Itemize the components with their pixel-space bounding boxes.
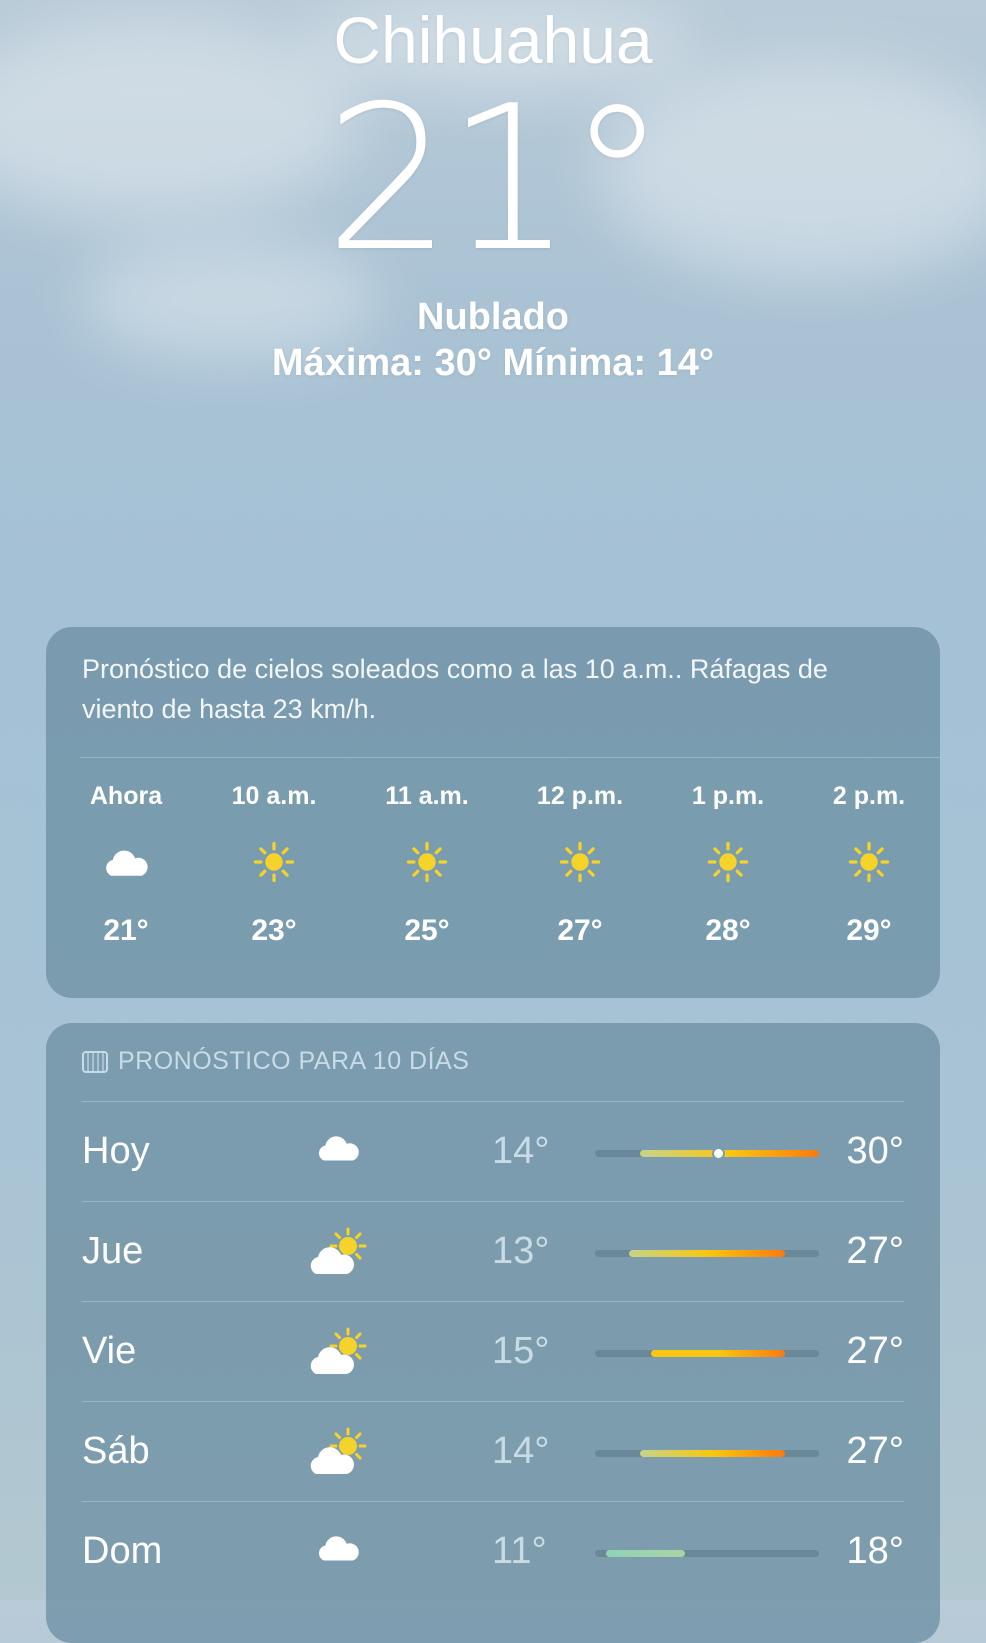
temp-range-fill bbox=[639, 1450, 786, 1457]
hour-label: 11 a.m. bbox=[385, 782, 469, 810]
hour-temp: 27° bbox=[557, 914, 603, 947]
temp-range-bar bbox=[595, 1250, 819, 1257]
daily-forecast-header: PRONÓSTICO PARA 10 DÍAS bbox=[82, 1047, 469, 1076]
hourly-item: 11 a.m. 25° bbox=[367, 782, 487, 948]
hour-label: 2 p.m. bbox=[832, 782, 906, 810]
hourly-item: 1 p.m. 28° bbox=[668, 782, 788, 948]
day-label: Hoy bbox=[82, 1130, 150, 1172]
hourly-item: 10 a.m. 23° bbox=[214, 782, 334, 948]
hour-label: Ahora bbox=[89, 782, 163, 810]
cloud-icon bbox=[106, 850, 148, 876]
daily-row[interactable]: Sáb 14° 27° bbox=[82, 1401, 904, 1503]
hour-temp: 29° bbox=[846, 914, 892, 947]
hour-temp: 25° bbox=[404, 914, 450, 947]
hour-temp: 21° bbox=[103, 914, 149, 947]
current-temp-indicator bbox=[712, 1147, 726, 1160]
high-temp: 30° bbox=[846, 1130, 904, 1172]
cloud-icon bbox=[318, 1136, 359, 1161]
partly-sunny-icon bbox=[310, 1227, 367, 1274]
daily-forecast-title: PRONÓSTICO PARA 10 DÍAS bbox=[118, 1047, 470, 1075]
high-low: Máxima: 30° Mínima: 14° bbox=[271, 342, 715, 384]
daily-row[interactable]: Dom 11° 18° bbox=[82, 1501, 904, 1603]
temp-range-bar bbox=[595, 1550, 819, 1557]
condition: Nublado bbox=[417, 296, 569, 338]
temp-range-bar bbox=[595, 1450, 819, 1457]
low-temp: 11° bbox=[492, 1530, 547, 1572]
hourly-forecast-card[interactable]: Pronóstico de cielos soleados como a las… bbox=[46, 627, 940, 998]
temp-range-fill bbox=[639, 1150, 819, 1157]
hourly-item: 2 p.m. 29° bbox=[809, 782, 929, 948]
sun-icon bbox=[848, 841, 890, 883]
day-label: Vie bbox=[82, 1330, 137, 1372]
hourly-item: 12 p.m. 27° bbox=[520, 782, 640, 948]
day-label: Sáb bbox=[82, 1430, 150, 1472]
partly-sunny-icon bbox=[310, 1327, 367, 1374]
sun-icon bbox=[253, 841, 295, 883]
temp-range-fill bbox=[651, 1350, 786, 1357]
day-label: Jue bbox=[82, 1230, 144, 1272]
divider bbox=[80, 757, 940, 758]
hour-label: 12 p.m. bbox=[536, 782, 624, 810]
high-temp: 27° bbox=[846, 1230, 904, 1272]
sun-icon bbox=[406, 841, 448, 883]
temp-range-bar bbox=[595, 1147, 819, 1160]
daily-row[interactable]: Vie 15° 27° bbox=[82, 1301, 904, 1403]
high-temp: 27° bbox=[846, 1330, 904, 1372]
current-temperature: 21° bbox=[324, 63, 668, 296]
low-temp: 14° bbox=[492, 1130, 550, 1172]
sun-icon bbox=[559, 841, 601, 883]
high-temp: 18° bbox=[846, 1530, 904, 1572]
temp-range-fill bbox=[628, 1250, 786, 1257]
high-temp: 27° bbox=[846, 1430, 904, 1472]
hour-temp: 28° bbox=[705, 914, 751, 947]
day-label: Dom bbox=[82, 1530, 163, 1572]
hourly-item: Ahora 21° bbox=[66, 782, 186, 948]
low-temp: 13° bbox=[492, 1230, 550, 1272]
hour-label: 1 p.m. bbox=[691, 782, 765, 810]
daily-row[interactable]: Jue 13° 27° bbox=[82, 1201, 904, 1303]
low-temp: 14° bbox=[492, 1430, 550, 1472]
temp-range-bar bbox=[595, 1350, 819, 1357]
partly-sunny-icon bbox=[310, 1427, 367, 1474]
hour-temp: 23° bbox=[251, 914, 297, 947]
city-name: Chihuahua bbox=[333, 3, 653, 77]
temp-range-fill bbox=[606, 1550, 685, 1557]
calendar-icon bbox=[82, 1050, 108, 1073]
daily-row[interactable]: Hoy 14° 30° bbox=[82, 1101, 904, 1203]
forecast-summary: Pronóstico de cielos soleados como a las… bbox=[82, 654, 828, 724]
sun-icon bbox=[707, 841, 749, 883]
hour-label: 10 a.m. bbox=[231, 782, 317, 810]
daily-forecast-card[interactable]: PRONÓSTICO PARA 10 DÍAS Hoy 14° 30° Jue 13° 2… bbox=[46, 1023, 940, 1643]
cloud-icon bbox=[318, 1536, 359, 1561]
low-temp: 15° bbox=[492, 1330, 550, 1372]
